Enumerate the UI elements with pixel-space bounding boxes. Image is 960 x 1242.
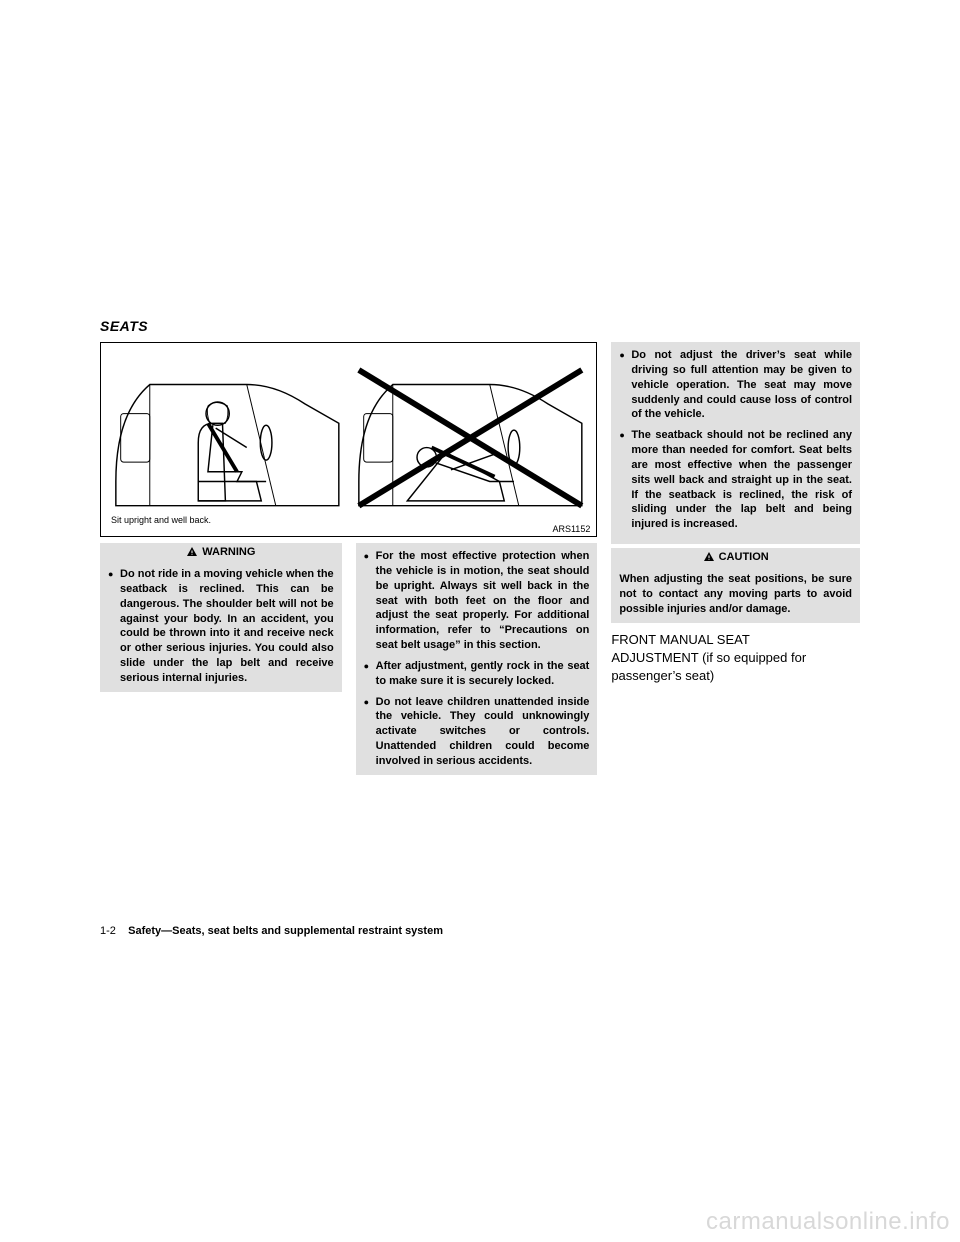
warning-item: The seatback should not be reclined any … — [619, 428, 852, 532]
illustration-correct — [111, 353, 344, 513]
warning-item: After adjustment, gently rock in the sea… — [364, 659, 590, 689]
illustration-caption-right: ARS1152 — [552, 524, 590, 534]
illustration-caption-left: Sit upright and well back. — [111, 515, 586, 525]
page-number: 1-2 — [100, 925, 116, 937]
seat-illustration: Sit upright and well back. ARS1152 — [100, 342, 597, 537]
warning-body-col1: Do not ride in a moving vehicle when the… — [100, 561, 342, 692]
caution-body: When adjusting the seat positions, be su… — [611, 566, 860, 623]
subsection-line1: FRONT MANUAL SEAT — [611, 632, 749, 647]
caution-icon — [703, 551, 715, 563]
caution-label: CAUTION — [719, 551, 769, 563]
section-header: SEATS — [100, 318, 860, 334]
warning-body-col2: For the most effective protection when t… — [356, 543, 598, 775]
warning-label: WARNING — [202, 546, 255, 558]
caution-text: When adjusting the seat positions, be su… — [619, 573, 852, 615]
warning-item: For the most effective protection when t… — [364, 549, 590, 653]
page-footer: 1-2 Safety—Seats, seat belts and supplem… — [100, 925, 443, 937]
watermark: carmanualsonline.info — [706, 1208, 950, 1236]
warning-icon — [186, 546, 198, 558]
caution-header: CAUTION — [611, 548, 860, 566]
warning-body-col3: Do not adjust the driver’s seat while dr… — [611, 342, 860, 544]
warning-header: WARNING — [100, 543, 342, 561]
warning-item: Do not adjust the driver’s seat while dr… — [619, 348, 852, 422]
subsection-title: FRONT MANUAL SEAT ADJUSTMENT (if so equi… — [611, 631, 860, 686]
illustration-incorrect — [354, 353, 587, 513]
subsection-line2: ADJUSTMENT (if so equipped for — [611, 650, 806, 665]
subsection-line3: passenger’s seat) — [611, 668, 714, 683]
chapter-title: Safety—Seats, seat belts and supplementa… — [128, 925, 443, 937]
warning-item: Do not ride in a moving vehicle when the… — [108, 567, 334, 686]
warning-item: Do not leave children unattended inside … — [364, 695, 590, 769]
